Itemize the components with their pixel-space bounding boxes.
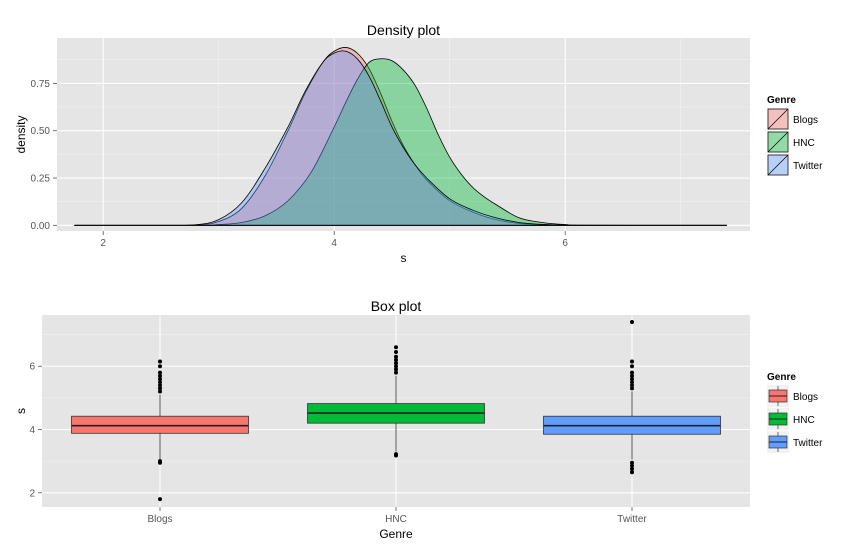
box-outlier-hnc bbox=[394, 361, 398, 366]
density-y-tick-label: 0.50 bbox=[31, 126, 51, 137]
box-outlier-hnc bbox=[394, 354, 398, 359]
box-outlier-twitter bbox=[630, 470, 634, 475]
box-y-tick-label: 4 bbox=[29, 425, 35, 436]
density-area-blogs bbox=[74, 47, 727, 226]
density-legend-title: Genre bbox=[767, 95, 796, 106]
density-y-tick-label: 0.25 bbox=[31, 174, 51, 185]
density-y-tick-label: 0.00 bbox=[31, 221, 51, 232]
box-outlier-twitter bbox=[630, 359, 634, 364]
box-outlier-twitter bbox=[630, 376, 634, 381]
box-outlier-blogs bbox=[158, 376, 162, 381]
box-outlier-twitter bbox=[630, 386, 634, 391]
box-legend-label-hnc: HNC bbox=[793, 415, 815, 426]
box-outlier-hnc bbox=[394, 367, 398, 372]
box-outlier-hnc bbox=[394, 452, 398, 457]
box-outlier-twitter bbox=[630, 380, 634, 385]
density-legend-key-slash bbox=[767, 131, 789, 153]
density-y-tick-label: 0.75 bbox=[31, 79, 51, 90]
box-legend-label-blogs: Blogs bbox=[793, 392, 818, 403]
density-legend-key-slash bbox=[767, 108, 789, 130]
density-x-tick-label: 2 bbox=[100, 238, 106, 249]
box-outlier-blogs bbox=[158, 497, 162, 502]
box-outlier-blogs bbox=[158, 386, 162, 391]
box-outlier-hnc bbox=[394, 350, 398, 355]
box-outlier-hnc bbox=[394, 370, 398, 375]
density-area-hnc bbox=[74, 58, 727, 226]
box-outlier-hnc bbox=[394, 357, 398, 362]
box-y-tick-label: 6 bbox=[29, 362, 35, 373]
box-legend: Genre Blogs HNC Twitter bbox=[767, 372, 823, 453]
box-outlier-blogs bbox=[158, 389, 162, 394]
box-outlier-twitter bbox=[630, 373, 634, 378]
box-outlier-twitter bbox=[630, 319, 634, 324]
box-x-tick-label: HNC bbox=[385, 514, 407, 525]
density-legend-label-hnc: HNC bbox=[793, 138, 815, 149]
box-outlier-twitter bbox=[630, 383, 634, 388]
box-outlier-blogs bbox=[158, 364, 162, 369]
box-blogs bbox=[71, 415, 249, 434]
box-outlier-blogs bbox=[158, 383, 162, 388]
box-outlier-hnc bbox=[394, 345, 398, 350]
box-x-tick-label: Blogs bbox=[147, 514, 172, 525]
density-x-tick-label: 6 bbox=[562, 238, 568, 249]
box-outlier-twitter bbox=[630, 460, 634, 465]
box-outlier-twitter bbox=[630, 467, 634, 472]
box-outlier-twitter bbox=[630, 364, 634, 369]
box-outlier-blogs bbox=[158, 373, 162, 378]
density-panel: 0.00 0.25 0.50 0.75 2 4 6 Density plot s density G… bbox=[14, 22, 823, 265]
box-outlier-blogs bbox=[158, 370, 162, 375]
density-legend: Genre Blogs HNC Twitter bbox=[767, 95, 823, 176]
box-outlier-blogs bbox=[158, 359, 162, 364]
density-area-twitter bbox=[74, 50, 727, 226]
box-outlier-blogs bbox=[158, 380, 162, 385]
box-outlier-twitter bbox=[630, 370, 634, 375]
box-x-axis-title: Genre bbox=[379, 527, 413, 541]
density-legend-label-blogs: Blogs bbox=[793, 115, 818, 126]
density-x-axis-title: s bbox=[401, 251, 407, 265]
density-title: Density plot bbox=[367, 22, 440, 38]
box-panel: 2 4 6 Blogs HNC Twitter Box plot Genre s Genre Blo… bbox=[14, 298, 823, 541]
density-legend-label-twitter: Twitter bbox=[793, 161, 823, 172]
box-legend-title: Genre bbox=[767, 372, 796, 383]
box-outlier-hnc bbox=[394, 364, 398, 369]
box-x-tick-label: Twitter bbox=[617, 514, 647, 525]
box-y-axis-title: s bbox=[14, 408, 28, 414]
density-legend-key-slash bbox=[767, 154, 789, 176]
density-x-tick-label: 4 bbox=[331, 238, 337, 249]
density-y-axis-title: density bbox=[14, 115, 28, 153]
box-title: Box plot bbox=[371, 298, 422, 314]
box-outlier-twitter bbox=[630, 463, 634, 468]
box-legend-label-twitter: Twitter bbox=[793, 438, 823, 449]
box-y-tick-label: 2 bbox=[29, 488, 35, 499]
box-outlier-blogs bbox=[158, 459, 162, 464]
